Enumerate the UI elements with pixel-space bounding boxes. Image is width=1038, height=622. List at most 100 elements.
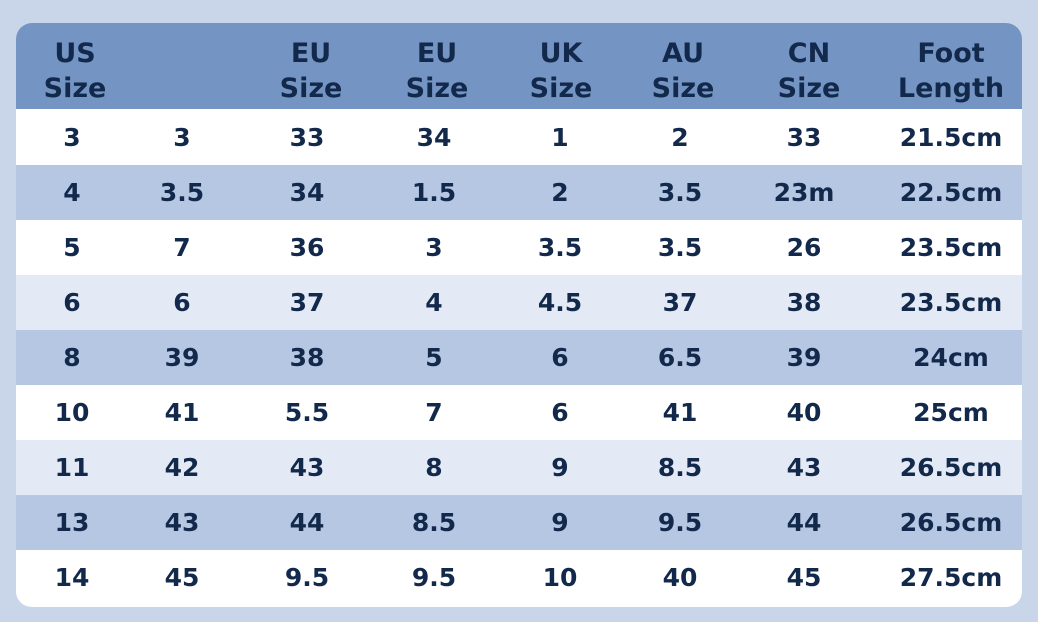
header-cn-line1: CN <box>787 38 831 69</box>
table-cell: 23m <box>773 178 835 207</box>
table-cell: 8.5 <box>657 453 703 482</box>
table-cell: 6.5 <box>657 343 703 372</box>
header-foot-line2: Length <box>897 73 1005 104</box>
table-cell: 41 <box>164 398 200 427</box>
header-eu1-line1: EU <box>290 38 332 69</box>
table-cell: 8 <box>63 343 81 372</box>
header-cn-size: CN Size <box>764 36 854 106</box>
table-cell: 3.5 <box>159 178 205 207</box>
header-us-line1: US <box>54 38 96 69</box>
table-cell: 43 <box>289 453 325 482</box>
table-cell: 13 <box>54 508 90 537</box>
header-au-line1: AU <box>662 38 704 69</box>
table-cell: 23.5cm <box>899 288 1003 317</box>
header-au-size: AU Size <box>638 36 728 106</box>
table-cell: 44 <box>289 508 325 537</box>
table-header: US Size EU Size EU Size UK Size AU Size … <box>16 23 1022 109</box>
table-cell: 40 <box>786 398 822 427</box>
table-row: 4 3.5 34 1.5 2 3.5 23m 22.5cm <box>16 165 1022 220</box>
table-cell: 26 <box>786 233 822 262</box>
table-cell: 22.5cm <box>899 178 1003 207</box>
header-eu2-line1: EU <box>416 38 458 69</box>
header-au-line2: Size <box>651 73 715 104</box>
table-cell: 8 <box>425 453 443 482</box>
table-cell: 9.5 <box>284 563 330 592</box>
table-cell: 7 <box>425 398 443 427</box>
table-cell: 38 <box>289 343 325 372</box>
table-cell: 6 <box>551 343 569 372</box>
table-cell: 33 <box>289 123 325 152</box>
table-row: 11 42 43 8 9 8.5 43 26.5cm <box>16 440 1022 495</box>
table-cell: 3.5 <box>657 178 703 207</box>
table-row: 5 7 36 3 3.5 3.5 26 23.5cm <box>16 220 1022 275</box>
table-cell: 3.5 <box>537 233 583 262</box>
table-cell: 10 <box>542 563 578 592</box>
table-cell: 25cm <box>913 398 989 427</box>
table-cell: 1.5 <box>411 178 457 207</box>
table-cell: 44 <box>786 508 822 537</box>
table-cell: 23.5cm <box>899 233 1003 262</box>
size-chart-table: US Size EU Size EU Size UK Size AU Size … <box>16 23 1022 607</box>
table-cell: 39 <box>786 343 822 372</box>
header-foot-line1: Foot <box>917 38 985 69</box>
table-cell: 7 <box>173 233 191 262</box>
table-row: 14 45 9.5 9.5 10 40 45 27.5cm <box>16 550 1022 605</box>
table-cell: 43 <box>786 453 822 482</box>
table-cell: 34 <box>416 123 452 152</box>
table-cell: 40 <box>662 563 698 592</box>
table-cell: 6 <box>173 288 191 317</box>
table-cell: 4.5 <box>537 288 583 317</box>
table-cell: 27.5cm <box>899 563 1003 592</box>
table-cell: 36 <box>289 233 325 262</box>
header-uk-size: UK Size <box>516 36 606 106</box>
header-uk-line1: UK <box>539 38 583 69</box>
table-row: 6 6 37 4 4.5 37 38 23.5cm <box>16 275 1022 330</box>
table-cell: 4 <box>63 178 81 207</box>
table-cell: 9 <box>551 453 569 482</box>
header-eu1-line2: Size <box>279 73 343 104</box>
table-cell: 37 <box>662 288 698 317</box>
table-cell: 3 <box>425 233 443 262</box>
table-cell: 6 <box>63 288 81 317</box>
table-cell: 45 <box>164 563 200 592</box>
header-us-line2: Size <box>43 73 107 104</box>
table-cell: 5.5 <box>284 398 330 427</box>
table-cell: 5 <box>425 343 443 372</box>
table-cell: 6 <box>551 398 569 427</box>
table-cell: 38 <box>786 288 822 317</box>
table-cell: 37 <box>289 288 325 317</box>
table-cell: 11 <box>54 453 90 482</box>
table-cell: 10 <box>54 398 90 427</box>
table-cell: 9 <box>551 508 569 537</box>
table-cell: 39 <box>164 343 200 372</box>
table-cell: 24cm <box>913 343 989 372</box>
table-cell: 14 <box>54 563 90 592</box>
table-cell: 3 <box>63 123 81 152</box>
header-uk-line2: Size <box>529 73 593 104</box>
table-cell: 3.5 <box>657 233 703 262</box>
header-us-size: US Size <box>30 36 120 106</box>
table-cell: 26.5cm <box>899 508 1003 537</box>
table-cell: 33 <box>786 123 822 152</box>
table-cell: 34 <box>289 178 325 207</box>
table-cell: 45 <box>786 563 822 592</box>
table-cell: 26.5cm <box>899 453 1003 482</box>
table-cell: 21.5cm <box>899 123 1003 152</box>
table-cell: 41 <box>662 398 698 427</box>
table-row: 3 3 33 34 1 2 33 21.5cm <box>16 110 1022 165</box>
table-cell: 4 <box>425 288 443 317</box>
table-cell: 2 <box>671 123 689 152</box>
table-row: 13 43 44 8.5 9 9.5 44 26.5cm <box>16 495 1022 550</box>
table-cell: 3 <box>173 123 191 152</box>
table-cell: 5 <box>63 233 81 262</box>
table-cell: 43 <box>164 508 200 537</box>
header-eu-size-2: EU Size <box>392 36 482 106</box>
table-cell: 42 <box>164 453 200 482</box>
table-cell: 1 <box>551 123 569 152</box>
header-foot-length: Foot Length <box>886 36 1016 106</box>
table-cell: 9.5 <box>657 508 703 537</box>
table-cell: 8.5 <box>411 508 457 537</box>
table-cell: 2 <box>551 178 569 207</box>
table-cell: 9.5 <box>411 563 457 592</box>
table-row: 10 41 5.5 7 6 41 40 25cm <box>16 385 1022 440</box>
